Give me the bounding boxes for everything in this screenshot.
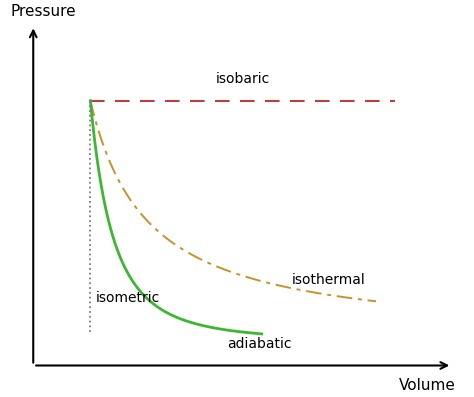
Text: Pressure: Pressure xyxy=(10,4,76,19)
Text: Volume: Volume xyxy=(399,378,456,393)
Text: isothermal: isothermal xyxy=(292,273,366,287)
Text: adiabatic: adiabatic xyxy=(228,337,292,351)
Text: isobaric: isobaric xyxy=(216,72,270,86)
Text: isometric: isometric xyxy=(96,291,160,305)
